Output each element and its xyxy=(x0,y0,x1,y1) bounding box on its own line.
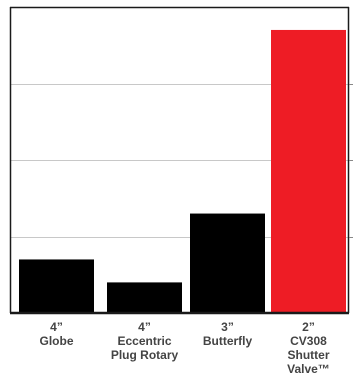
category-label-line: 2” xyxy=(302,320,315,334)
category-label-line: CV308 xyxy=(290,334,327,348)
bar-0 xyxy=(19,259,94,313)
category-label-line: Valve™ xyxy=(287,362,330,376)
category-label-line: 4” xyxy=(138,320,151,334)
category-label-1: 4” Eccentric Plug Rotary xyxy=(111,320,179,362)
category-label-line: Plug Rotary xyxy=(111,348,179,362)
category-label-line: Globe xyxy=(39,334,73,348)
category-label-0: 4” Globe xyxy=(39,320,73,348)
category-label-line: 3” xyxy=(221,320,234,334)
category-label-3: 2” CV308 Shutter Valve™ xyxy=(287,320,330,376)
category-label-line: Butterfly xyxy=(203,334,253,348)
bar-3 xyxy=(271,29,346,313)
category-label-2: 3” Butterfly xyxy=(203,320,253,348)
category-label-line: Eccentric xyxy=(117,334,171,348)
bar-2 xyxy=(190,213,265,313)
category-label-line: Shutter xyxy=(288,348,330,362)
bar-1 xyxy=(107,282,182,313)
category-label-line: 4” xyxy=(50,320,63,334)
